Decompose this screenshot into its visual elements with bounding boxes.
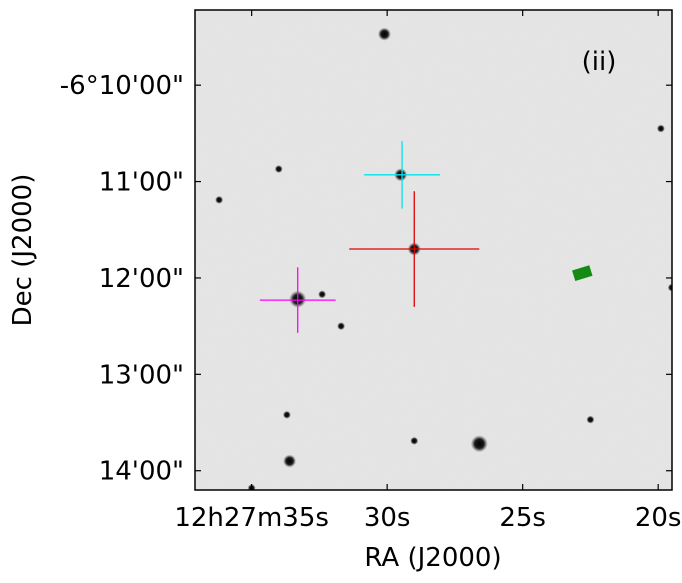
plot-frame: [194, 9, 673, 491]
star: [586, 415, 595, 424]
star: [282, 410, 291, 419]
star: [274, 165, 283, 174]
cross-marker: [349, 191, 480, 307]
cross-marker: [364, 141, 441, 209]
x-tick-label: 25s: [499, 503, 546, 533]
y-axis-ticks: -6°10'00" 11'00" 12'00" 13'00" 14'00": [60, 71, 672, 487]
x-tick-label: 20s: [635, 503, 682, 533]
y-tick-label: 12'00": [99, 264, 184, 294]
panel-label: (ii): [582, 47, 617, 77]
x-tick-label: 30s: [364, 503, 411, 533]
star: [318, 290, 327, 299]
y-axis-label: Dec (J2000): [8, 174, 38, 327]
star: [283, 454, 297, 468]
x-axis-label: RA (J2000): [364, 543, 501, 573]
stars-layer: [215, 27, 672, 490]
cross-marker: [259, 267, 336, 333]
markers-layer: [259, 141, 593, 333]
star: [410, 436, 419, 445]
star: [656, 124, 665, 133]
y-tick-label: 14'00": [99, 457, 184, 487]
sky-image: [195, 10, 672, 490]
x-axis-ticks: 12h27m35s 30s 25s 20s: [174, 10, 681, 533]
star: [215, 195, 224, 204]
y-tick-label: 13'00": [99, 360, 184, 390]
box-marker: [572, 265, 593, 282]
y-tick-label: 11'00": [99, 168, 184, 198]
star: [377, 27, 391, 41]
star: [667, 283, 672, 292]
y-tick-label: -6°10'00": [60, 71, 184, 101]
x-tick-label: 12h27m35s: [174, 503, 329, 533]
sky-noise: [195, 10, 672, 490]
star: [337, 322, 346, 331]
star: [470, 435, 488, 453]
